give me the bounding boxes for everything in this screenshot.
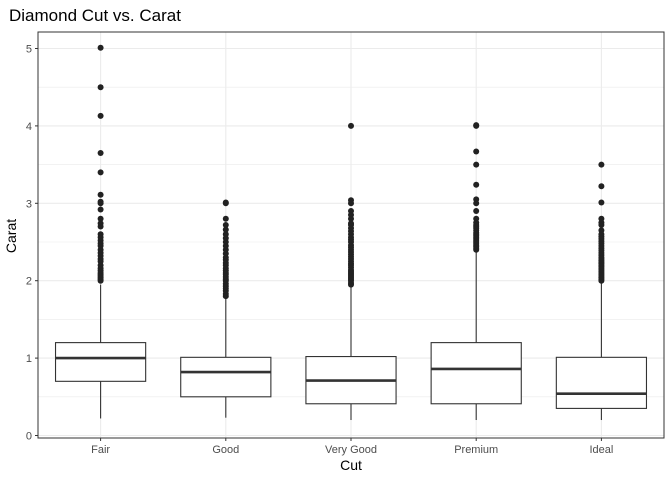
y-tick-label: 1 [26,353,32,365]
outlier-point [598,161,605,168]
box-good [180,298,272,418]
outlier-point [473,122,480,129]
y-axis-title: Carat [3,219,19,253]
y-tick-label: 4 [26,121,32,133]
x-tick-label: Good [212,444,239,456]
y-axis: 0 1 2 3 4 5 [26,44,38,443]
outlier-point [97,112,104,119]
outlier-point [97,149,104,156]
outlier-point [598,215,605,222]
outlier-point [348,220,354,227]
outlier-point [348,197,354,204]
x-tick-label: Premium [454,444,498,456]
y-tick-label: 2 [26,276,32,288]
outlier-point [97,44,104,51]
outlier-point [97,198,104,205]
outlier-point [97,220,104,227]
outlier-point [222,226,229,233]
outlier-point [97,206,104,213]
y-tick-label: 0 [26,431,32,443]
outlier-point [598,227,605,234]
chart-title: Diamond Cut vs. Carat [9,6,181,25]
y-tick-label: 3 [26,198,32,210]
box-iqr [54,342,147,382]
outlier-point [473,181,480,188]
outlier-point [222,215,229,222]
outlier-point [222,231,229,238]
outlier-point [97,215,104,222]
box-ideal [555,282,648,421]
box-iqr [180,356,272,398]
box-premium [430,251,522,421]
outlier-point [97,231,104,238]
outlier-point [598,183,605,190]
x-tick-label: Fair [91,444,110,456]
outlier-point [222,221,229,228]
outlier-points [97,44,605,300]
box-very-good [305,286,397,421]
box-iqr [555,356,648,409]
outlier-point [473,161,480,168]
outlier-point [97,191,104,198]
outlier-point [348,208,354,215]
outlier-point [97,169,104,176]
outlier-point [473,208,480,215]
outlier-point [222,199,229,206]
y-tick-label: 5 [26,44,32,56]
box-series [54,251,648,421]
outlier-point [473,196,480,203]
x-tick-label: Very Good [325,444,377,456]
outlier-point [473,215,480,222]
outlier-point [473,148,480,155]
outlier-point [348,122,354,129]
x-axis-title: Cut [340,457,362,473]
box-iqr [430,342,522,405]
x-tick-label: Ideal [589,444,613,456]
outlier-point [598,199,605,206]
box-fair [54,284,147,419]
outlier-point [97,84,104,91]
x-axis: Fair Good Very Good Premium Ideal [91,438,613,456]
